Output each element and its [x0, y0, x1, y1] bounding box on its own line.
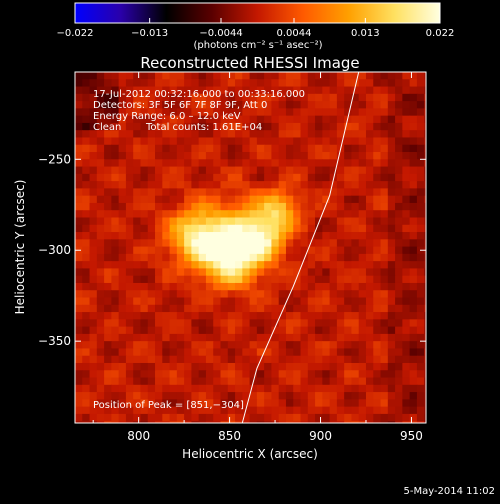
x-tick-label: 900: [309, 429, 332, 443]
colorbar-unit-label: (photons cm⁻² s⁻¹ asec⁻²): [193, 40, 322, 51]
colorbar-tick-label: −0.0044: [199, 28, 242, 39]
annotation-detectors: Detectors: 3F 5F 6F 7F 8F 9F, Att 0: [93, 100, 267, 111]
x-tick-label: 850: [218, 429, 241, 443]
x-tick-label: 800: [127, 429, 150, 443]
annotation-counts: Total counts: 1.61E+04: [145, 122, 262, 133]
y-axis-label: Heliocentric Y (arcsec): [13, 180, 27, 315]
colorbar-ticks: −0.022 −0.013 −0.0044 0.0044 0.013 0.022: [56, 18, 454, 39]
annotation-method: Clean: [93, 122, 121, 133]
colorbar-tick-label: −0.013: [131, 28, 168, 39]
heatmap-image: [75, 72, 426, 423]
chart-title: Reconstructed RHESSI Image: [140, 54, 359, 72]
colorbar-tick-label: 0.022: [426, 28, 455, 39]
y-tick-label: −250: [38, 152, 71, 166]
colorbar: [74, 2, 441, 24]
axis-ticks: 800 850 900 950 −250 −300 −350: [38, 72, 426, 443]
annotation-peak: Position of Peak = [851,−304]: [93, 400, 244, 411]
annotation-block: 17-Jul-2012 00:32:16.000 to 00:33:16.000…: [93, 89, 305, 411]
y-tick-label: −350: [38, 334, 71, 348]
x-tick-label: 950: [400, 429, 423, 443]
colorbar-tick-label: 0.013: [351, 28, 380, 39]
annotation-time: 17-Jul-2012 00:32:16.000 to 00:33:16.000: [93, 89, 305, 100]
plot-frame: [74, 71, 427, 424]
annotation-energy: Energy Range: 6.0 – 12.0 keV: [93, 111, 241, 122]
x-axis-label: Heliocentric X (arcsec): [182, 447, 318, 461]
colorbar-tick-label: 0.0044: [277, 28, 312, 39]
solar-limb-line: [241, 72, 360, 423]
footer-date: 5-May-2014 11:02: [403, 486, 495, 497]
y-tick-label: −300: [38, 243, 71, 257]
colorbar-tick-label: −0.022: [56, 28, 93, 39]
